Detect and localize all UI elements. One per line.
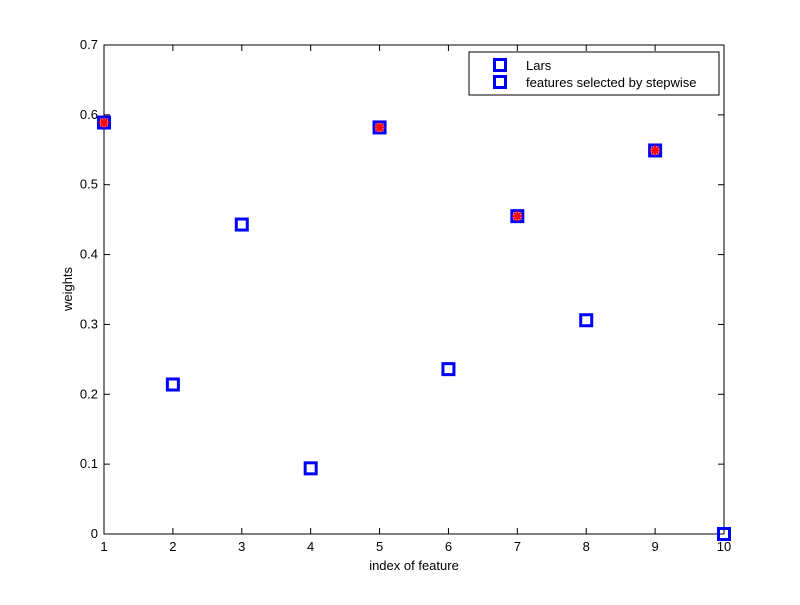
lars-point bbox=[372, 120, 387, 135]
y-tick-label: 0.6 bbox=[80, 107, 98, 122]
y-tick-label: 0.5 bbox=[80, 177, 98, 192]
y-tick-label: 0.4 bbox=[80, 247, 98, 262]
legend-label: Lars bbox=[526, 58, 552, 73]
x-tick-label: 9 bbox=[651, 539, 658, 554]
x-tick-label: 6 bbox=[445, 539, 452, 554]
data-marks bbox=[97, 115, 731, 541]
lars-point bbox=[303, 461, 318, 476]
legend-label: features selected by stepwise bbox=[526, 75, 697, 90]
legend-box bbox=[468, 51, 720, 96]
x-axis-label: index of feature bbox=[369, 558, 459, 573]
y-tick-label: 0 bbox=[91, 526, 98, 541]
x-tick-label: 8 bbox=[583, 539, 590, 554]
y-axis-ticks: 0 0.1 0.2 0.3 0.4 0.5 0.6 0.7 bbox=[80, 37, 724, 541]
y-tick-label: 0.3 bbox=[80, 316, 98, 331]
lars-point bbox=[234, 217, 249, 232]
x-tick-label: 3 bbox=[238, 539, 245, 554]
legend-marker bbox=[493, 58, 507, 72]
lars-point bbox=[717, 527, 731, 541]
stepwise-point bbox=[650, 145, 661, 156]
y-axis-label: weights bbox=[60, 266, 75, 312]
legend-marker bbox=[493, 75, 507, 89]
lars-point bbox=[579, 313, 594, 328]
y-tick-label: 0.7 bbox=[80, 37, 98, 52]
lars-point bbox=[648, 143, 663, 158]
plot-area bbox=[103, 44, 725, 535]
x-tick-label: 10 bbox=[717, 539, 731, 554]
x-tick-label: 2 bbox=[169, 539, 176, 554]
y-tick-label: 0.2 bbox=[80, 386, 98, 401]
x-tick-label: 7 bbox=[514, 539, 521, 554]
stepwise-point bbox=[512, 211, 523, 222]
lars-point bbox=[97, 115, 111, 130]
x-tick-label: 4 bbox=[307, 539, 314, 554]
lars-point bbox=[441, 362, 456, 377]
x-tick-label: 1 bbox=[100, 539, 107, 554]
x-tick-label: 5 bbox=[376, 539, 383, 554]
x-axis-ticks: 1 2 3 4 5 6 7 8 9 10 bbox=[100, 45, 731, 554]
lars-point bbox=[510, 209, 525, 224]
stepwise-point bbox=[99, 117, 109, 128]
y-tick-label: 0.1 bbox=[80, 456, 98, 471]
stepwise-point bbox=[374, 122, 385, 133]
lars-point bbox=[165, 377, 180, 392]
legend: Lars features selected by stepwise bbox=[468, 51, 720, 96]
